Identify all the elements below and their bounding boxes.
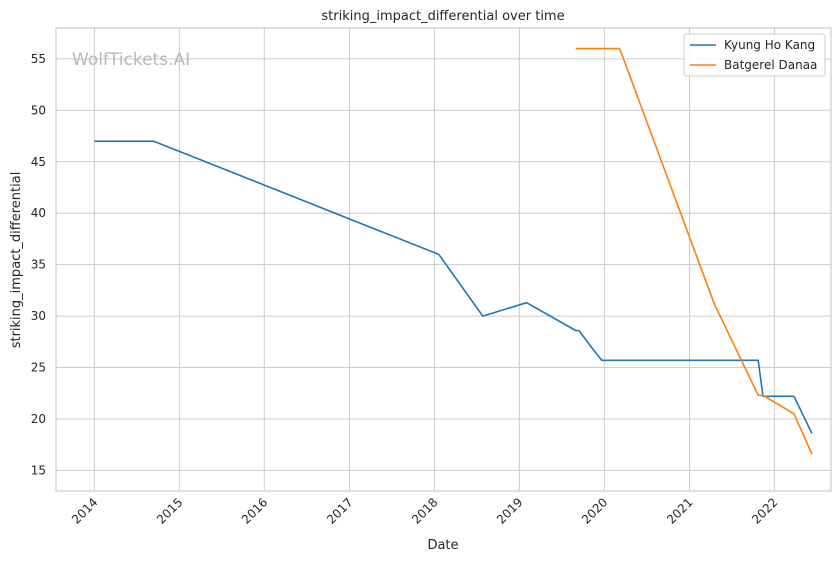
y-tick-label: 40 bbox=[31, 206, 46, 220]
y-tick-label: 55 bbox=[31, 52, 46, 66]
y-axis-title: striking_impact_differential bbox=[9, 172, 24, 349]
plot-frame bbox=[55, 27, 832, 492]
chart-title: striking_impact_differential over time bbox=[321, 9, 564, 24]
y-tick-label: 35 bbox=[31, 258, 46, 272]
legend: Kyung Ho Kang Batgerel Danaa bbox=[683, 33, 826, 77]
y-tick-label: 30 bbox=[31, 309, 46, 323]
legend-label-batgerel-danaa: Batgerel Danaa bbox=[724, 58, 817, 72]
y-tick-label: 20 bbox=[31, 412, 46, 426]
x-axis-title: Date bbox=[427, 538, 458, 553]
y-tick-label: 50 bbox=[31, 103, 46, 117]
series-line-kyung-ho-kang bbox=[94, 140, 813, 434]
y-tick-label: 15 bbox=[31, 463, 46, 477]
legend-box bbox=[683, 33, 826, 77]
series-lines bbox=[94, 47, 813, 455]
y-tick-label: 25 bbox=[31, 361, 46, 375]
legend-label-kyung-ho-kang: Kyung Ho Kang bbox=[724, 38, 815, 52]
watermark: WolfTickets.AI bbox=[72, 50, 190, 70]
grid-lines bbox=[56, 28, 831, 491]
series-line-batgerel-danaa bbox=[575, 47, 813, 455]
y-tick-label: 45 bbox=[31, 155, 46, 169]
